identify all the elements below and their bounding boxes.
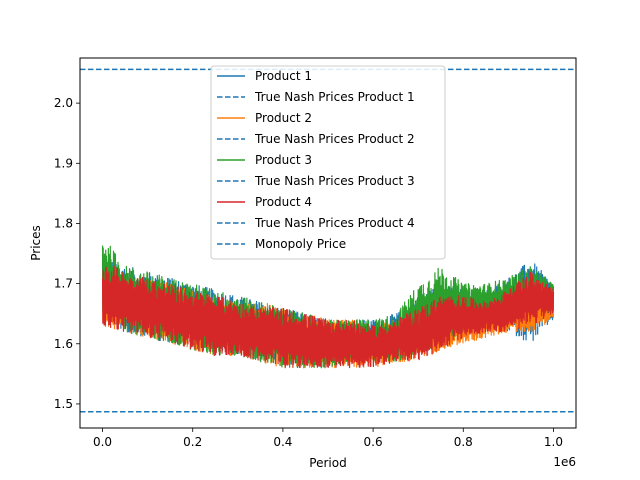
legend-box <box>210 65 446 260</box>
y-tick-label: 1.5 <box>54 397 73 411</box>
y-tick-label: 1.7 <box>54 277 73 291</box>
legend-label: Product 2 <box>255 111 312 125</box>
legend-label: True Nash Prices Product 4 <box>254 216 415 230</box>
legend-label: True Nash Prices Product 2 <box>254 132 415 146</box>
x-tick-label: 0.6 <box>364 435 383 449</box>
y-tick-label: 1.9 <box>54 156 73 170</box>
x-tick-label: 0.4 <box>273 435 292 449</box>
legend-label: True Nash Prices Product 1 <box>254 90 415 104</box>
x-axis: 0.0 0.2 0.4 0.6 0.8 1.0 <box>93 428 563 449</box>
x-tick-label: 0.2 <box>183 435 202 449</box>
legend-label: Monopoly Price <box>255 237 346 251</box>
legend-label: Product 3 <box>255 153 312 167</box>
plot-frame <box>79 57 577 429</box>
y-tick-label: 2.0 <box>54 96 73 110</box>
reference-lines <box>80 68 576 413</box>
y-tick-label: 1.6 <box>54 337 73 351</box>
series-line-product-4 <box>101 265 555 369</box>
legend-label: Product 1 <box>255 69 312 83</box>
x-tick-label: 0.8 <box>454 435 473 449</box>
series-layer <box>101 245 555 369</box>
y-tick-label: 1.8 <box>54 216 73 230</box>
x-axis-offset-label: 1e6 <box>553 455 576 469</box>
y-axis: 1.5 1.6 1.7 1.8 1.9 2.0 <box>54 96 80 411</box>
x-tick-label: 1.0 <box>544 435 563 449</box>
x-tick-label: 0.0 <box>93 435 112 449</box>
x-axis-label: Period <box>309 456 346 470</box>
legend-label: Product 4 <box>255 195 312 209</box>
legend: Product 1 True Nash Prices Product 1 Produ… <box>210 65 446 260</box>
y-axis-label: Prices <box>29 225 43 261</box>
legend-label: True Nash Prices Product 3 <box>254 174 415 188</box>
